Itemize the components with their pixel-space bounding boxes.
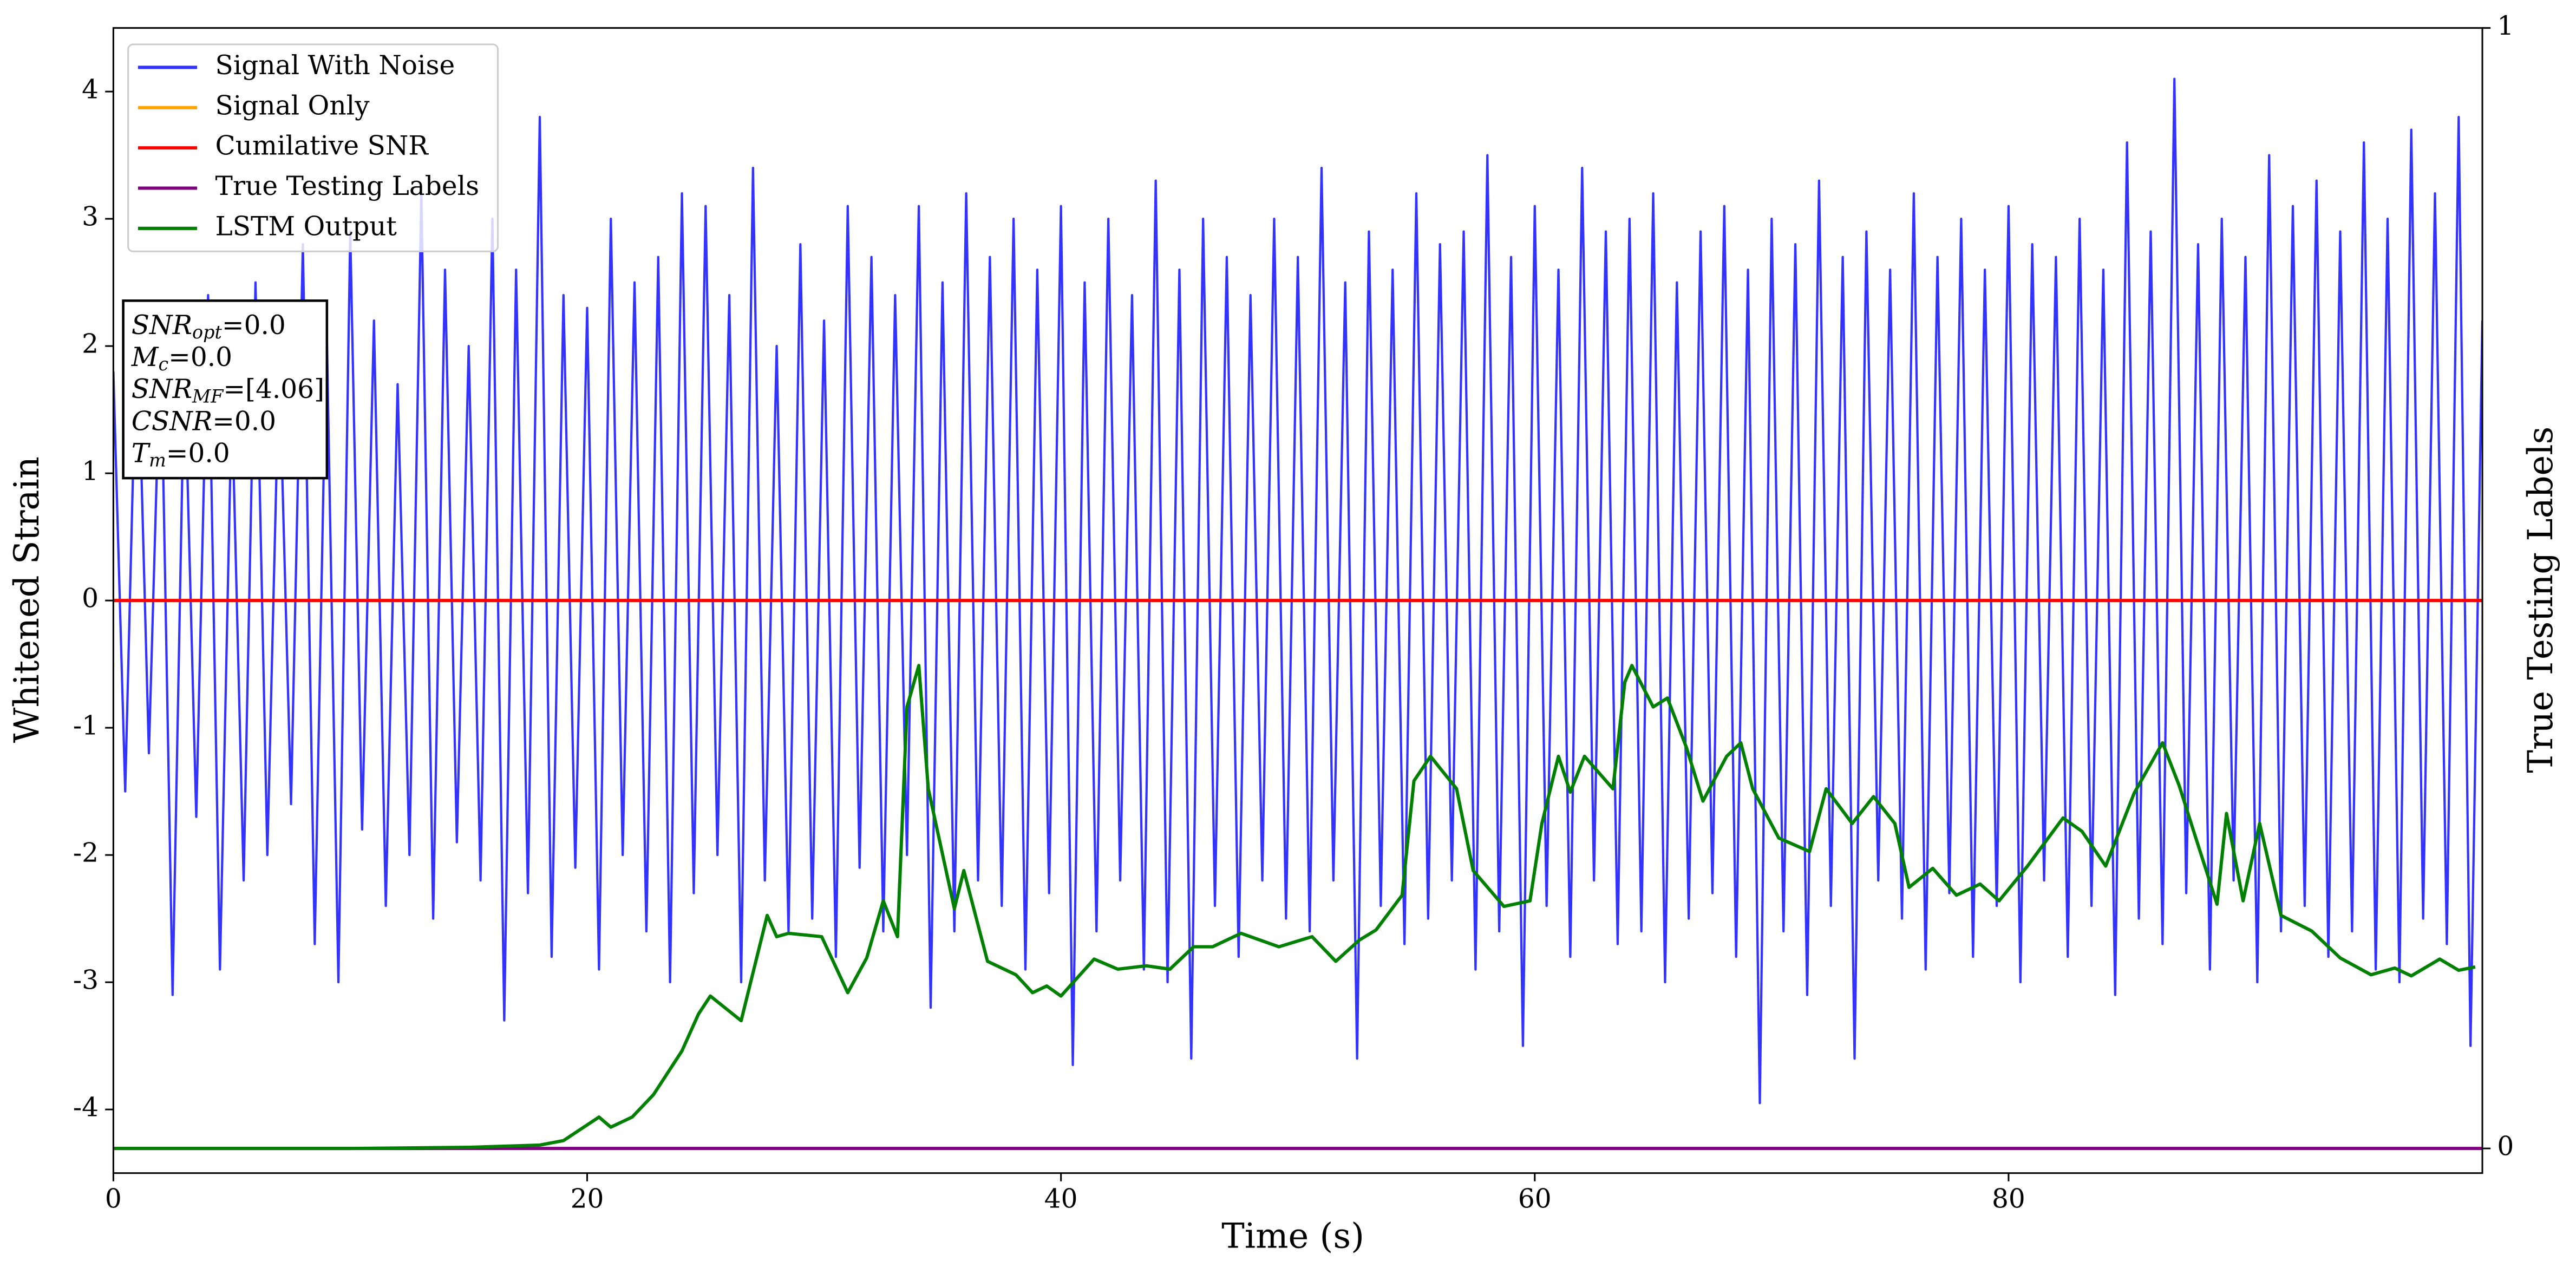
x-tick-label: 20 <box>571 1184 604 1214</box>
annotation-value: =0.0 <box>222 310 286 340</box>
y-tick-label: 3 <box>82 202 99 232</box>
series-line <box>113 77 2483 1105</box>
legend-box <box>127 43 499 252</box>
annotation-frame <box>122 299 329 480</box>
legend-label: LSTM Output <box>215 211 397 241</box>
annotation-value: =0.0 <box>212 406 276 436</box>
y2-tick-label: 0 <box>2497 1132 2514 1162</box>
x-tick-label: 40 <box>1044 1184 1078 1214</box>
y-tick-label: 2 <box>82 329 99 360</box>
annotation-text: CSNR=0.0 <box>132 406 276 436</box>
y-axis-label: Whitened Strain <box>7 456 47 743</box>
y-tick-label: -1 <box>73 711 99 741</box>
annotation-box: SNRopt=0.0Mc=0.0SNRMF=[4.06]CSNR=0.0Tm=0… <box>122 299 329 480</box>
annotation-subscript: opt <box>192 322 222 343</box>
annotation-text: Tm=0.0 <box>132 438 230 471</box>
y-tick-label: 0 <box>82 584 99 614</box>
annotation-subscript: c <box>158 354 168 375</box>
y2-tick-label: 1 <box>2497 11 2514 41</box>
y2-axis-label: True Testing Labels <box>2521 427 2561 773</box>
annotation-value: =0.0 <box>168 342 232 373</box>
annotation-symbol: T <box>132 438 151 468</box>
annotation-symbol: M <box>131 342 159 373</box>
legend-label: Signal Only <box>215 90 370 121</box>
annotation-value: =[4.06] <box>223 374 324 404</box>
annotation-text: Mc=0.0 <box>131 342 232 375</box>
y-tick-label: -3 <box>73 965 99 996</box>
y-tick-label: 1 <box>82 456 99 487</box>
legend-label: Signal With Noise <box>215 50 455 81</box>
plot-area <box>113 77 2483 1151</box>
y-tick-label: 4 <box>82 75 99 105</box>
annotation-subscript: m <box>149 450 166 471</box>
y-tick-label: -4 <box>73 1093 99 1123</box>
annotation-text: SNRopt=0.0 <box>132 310 286 343</box>
series-line <box>113 664 2476 1151</box>
annotation-symbol: SNR <box>132 310 192 340</box>
x-tick-label: 80 <box>1992 1184 2025 1214</box>
annotation-symbol: CSNR <box>132 406 212 436</box>
annotation-subscript: MF <box>192 386 224 407</box>
x-axis-label: Time (s) <box>1221 1217 1364 1257</box>
legend-label: Cumilative SNR <box>215 131 429 161</box>
legend-label: True Testing Labels <box>215 171 480 201</box>
annotation-text: SNRMF=[4.06] <box>132 374 324 407</box>
annotation-value: =0.0 <box>166 438 230 468</box>
y-tick-label: -2 <box>73 838 99 868</box>
x-tick-label: 60 <box>1518 1184 1552 1214</box>
annotation-symbol: SNR <box>132 374 192 404</box>
legend: Signal With Noise Signal Only Cumilative S… <box>127 43 499 252</box>
x-tick-label: 0 <box>105 1184 122 1214</box>
